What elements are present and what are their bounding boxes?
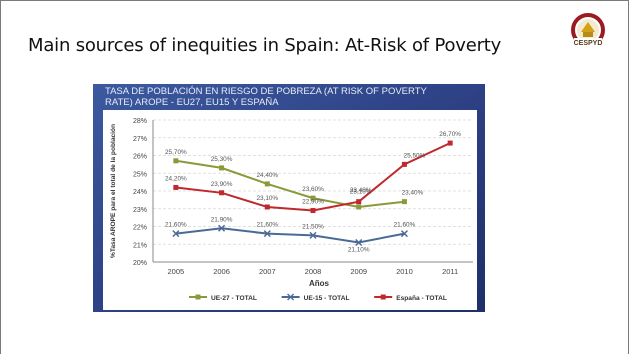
y-tick-label: 24% — [133, 189, 147, 196]
data-point-square — [447, 140, 453, 146]
legend-marker — [380, 294, 386, 300]
data-point-square — [310, 195, 316, 201]
y-tick-label: 20% — [133, 260, 147, 267]
legend-label: UE-15 - TOTAL — [304, 295, 350, 302]
y-tick-label: 27% — [133, 136, 147, 143]
chart-title-line-1: TASA DE POBLACIÓN EN RIESGO DE POBREZA (… — [105, 86, 428, 97]
axes: 20% 21% 22% 23% 24% 25% 26% 27% 28% 2005 2006 2007 2… — [110, 118, 458, 288]
data-point-square — [264, 181, 270, 187]
data-point-square — [356, 199, 362, 205]
data-label: 25,70% — [165, 149, 187, 156]
legend-label: España - TOTAL — [396, 295, 447, 302]
x-tick-label: 2011 — [442, 267, 458, 276]
y-tick-label: 21% — [133, 242, 147, 249]
y-tick-label: 23% — [133, 207, 147, 214]
legend-label: UE-27 - TOTAL — [211, 295, 257, 302]
legend-marker — [287, 293, 295, 301]
data-label: 23,10% — [256, 195, 278, 202]
series-line — [175, 227, 405, 244]
data-point-x — [263, 230, 271, 238]
data-point-x — [400, 230, 408, 238]
data-point-square — [310, 208, 316, 214]
data-point-square — [264, 204, 270, 210]
slide-frame-top — [0, 0, 629, 1]
data-point-square — [173, 184, 179, 190]
x-tick-label: 2005 — [168, 267, 185, 276]
data-label: 26,70% — [439, 131, 461, 138]
data-label: 25,50% — [404, 152, 426, 159]
y-tick-label: 25% — [133, 171, 147, 178]
data-label: 21,60% — [394, 222, 416, 229]
logo-name: CESPYD — [574, 40, 603, 47]
data-label: 25,30% — [211, 156, 233, 163]
slide-title: Main sources of inequities in Spain: At-… — [28, 35, 502, 56]
data-label: 21,60% — [165, 222, 187, 229]
data-label: 23,40% — [350, 187, 372, 194]
y-tick-label: 26% — [133, 154, 147, 161]
data-label: 21,90% — [211, 216, 233, 223]
y-tick-label: 22% — [133, 225, 147, 232]
x-tick-label: 2008 — [305, 267, 322, 276]
data-label: 24,20% — [165, 175, 187, 182]
plot-paper — [103, 110, 477, 310]
slide-frame-left — [0, 0, 1, 354]
data-point-square — [401, 161, 407, 167]
y-tick-label: 28% — [133, 118, 147, 125]
x-tick-label: 2009 — [350, 267, 367, 276]
data-label: 23,40% — [402, 190, 424, 197]
x-axis-title: Años — [309, 279, 330, 288]
data-label: 23,10% — [350, 189, 372, 196]
y-axis-title: %Tasa AROPE para el total de la població… — [110, 124, 117, 258]
data-label: 21,10% — [348, 246, 370, 253]
grid — [153, 119, 473, 263]
chart-title-line-2: RATE) AROPE - EU27, EU15 Y ESPAÑA — [105, 97, 279, 108]
data-point-square — [173, 158, 179, 164]
data-label: 22,90% — [302, 199, 324, 206]
series: 25,70% 25,30% 24,40% 23,60% 23,40% 23,40% 21,6… — [165, 131, 461, 253]
legend-marker — [195, 294, 201, 300]
data-label: 23,60% — [302, 186, 324, 193]
data-point-square — [356, 204, 362, 210]
data-point-square — [401, 199, 407, 205]
data-point-x — [309, 231, 317, 239]
legend: UE-27 - TOTAL UE-15 - TOTAL España - TOTAL — [189, 293, 447, 302]
data-label: 23,90% — [211, 181, 233, 188]
line-chart: TASA DE POBLACIÓN EN RIESGO DE POBREZA (… — [93, 84, 485, 312]
data-point-x — [172, 230, 180, 238]
chart-panel: TASA DE POBLACIÓN EN RIESGO DE POBREZA (… — [93, 84, 485, 312]
data-label: 24,40% — [256, 172, 278, 179]
data-point-square — [219, 165, 225, 171]
x-tick-label: 2006 — [213, 267, 230, 276]
data-label: 21,60% — [256, 222, 278, 229]
x-tick-label: 2007 — [259, 267, 276, 276]
data-point-x — [218, 224, 226, 232]
cespyd-logo: CESPYD — [571, 13, 605, 47]
series-line — [175, 159, 405, 209]
data-point-x — [355, 238, 363, 247]
data-label: 21,50% — [302, 223, 324, 230]
data-point-square — [219, 190, 225, 196]
x-tick-label: 2010 — [396, 267, 413, 276]
